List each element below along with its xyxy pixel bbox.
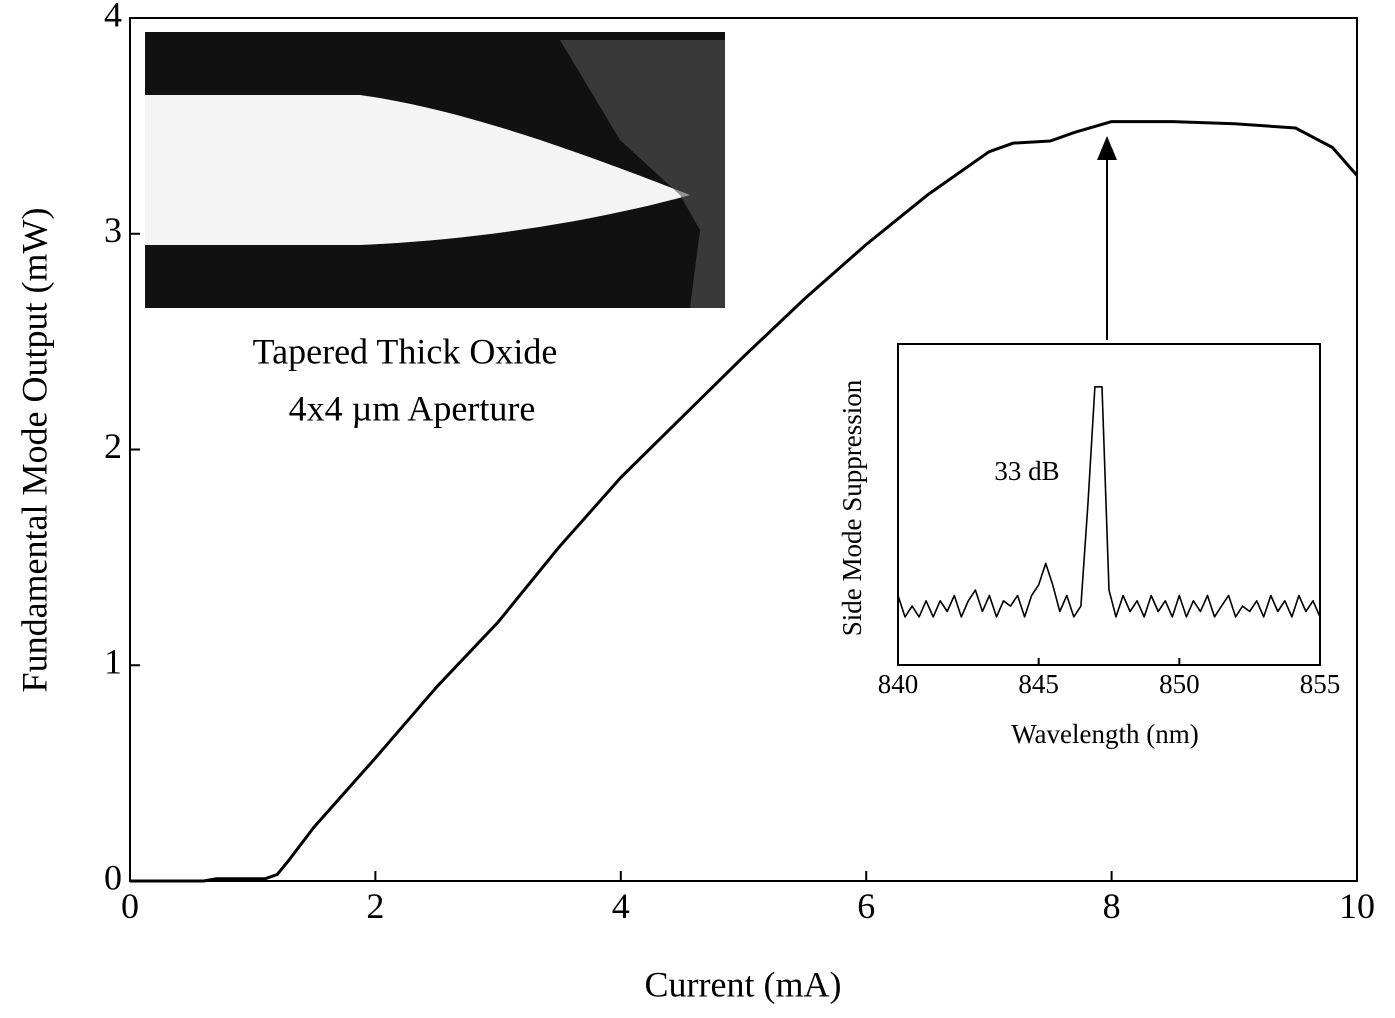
x-tick-label: 855 bbox=[1300, 669, 1341, 699]
y-axis-label: Side Mode Suppression bbox=[837, 379, 867, 636]
x-axis-label: Wavelength (nm) bbox=[1011, 719, 1199, 749]
y-tick-label: 1 bbox=[104, 642, 122, 682]
plot-frame bbox=[897, 343, 1321, 666]
x-tick-label: 840 bbox=[878, 669, 919, 699]
x-tick-label: 10 bbox=[1339, 886, 1375, 926]
y-axis-label: Fundamental Mode Output (mW) bbox=[14, 208, 54, 693]
annotation: 33 dB bbox=[994, 456, 1059, 486]
annotation: Tapered Thick Oxide bbox=[253, 331, 558, 371]
data-line bbox=[897, 386, 1321, 618]
micrograph bbox=[145, 32, 725, 308]
annotation: 4x4 µm Aperture bbox=[289, 388, 536, 428]
y-tick-label: 4 bbox=[104, 0, 122, 34]
y-tick-label: 0 bbox=[104, 857, 122, 897]
x-tick-label: 4 bbox=[612, 886, 630, 926]
y-tick-label: 2 bbox=[104, 426, 122, 466]
x-tick-label: 0 bbox=[121, 886, 139, 926]
x-tick-label: 850 bbox=[1159, 669, 1200, 699]
x-tick-label: 8 bbox=[1103, 886, 1121, 926]
x-tick-label: 2 bbox=[366, 886, 384, 926]
x-tick-label: 845 bbox=[1018, 669, 1059, 699]
data-line bbox=[130, 120, 1359, 883]
x-axis-label: Current (mA) bbox=[645, 964, 842, 1004]
x-tick-label: 6 bbox=[857, 886, 875, 926]
y-tick-label: 3 bbox=[104, 210, 122, 250]
